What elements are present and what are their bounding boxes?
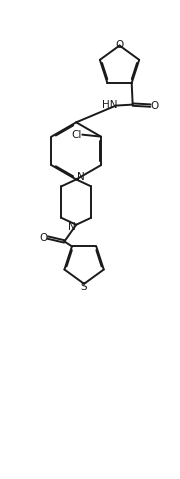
- Text: Cl: Cl: [71, 130, 82, 140]
- Text: N: N: [68, 222, 76, 232]
- Text: O: O: [151, 101, 159, 111]
- Text: O: O: [39, 232, 48, 242]
- Text: N: N: [77, 172, 84, 182]
- Text: S: S: [81, 282, 87, 292]
- Text: O: O: [115, 40, 124, 49]
- Text: HN: HN: [102, 100, 117, 110]
